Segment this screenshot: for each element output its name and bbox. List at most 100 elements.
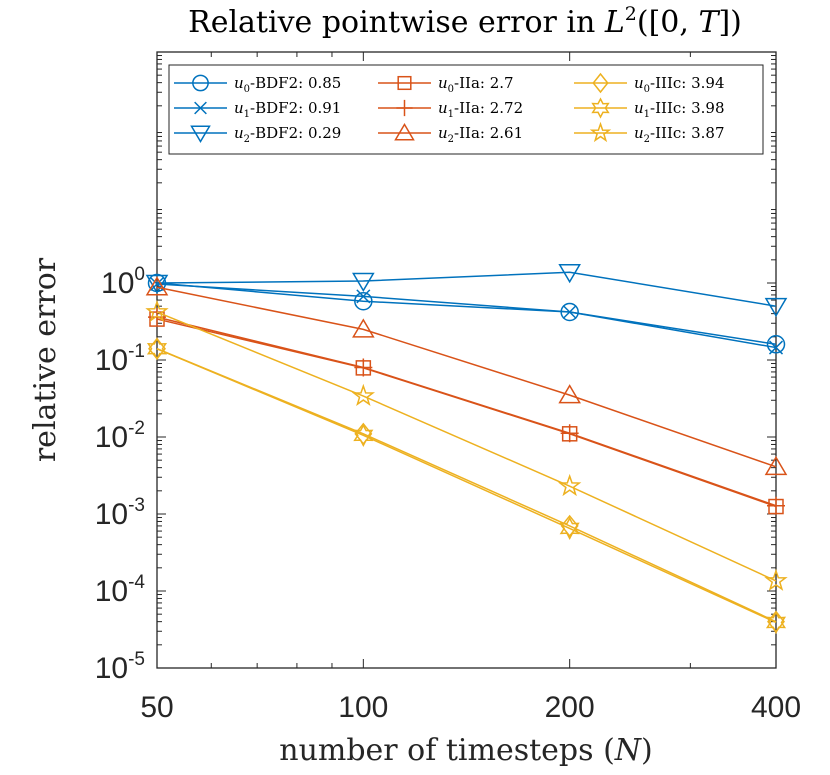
series-line (156, 311, 777, 582)
legend-label-rest: -BDF2: 0.29 (250, 124, 341, 142)
legend-label-u: u (234, 124, 244, 142)
legend-item-1: u1-BDF2: 0.91 (174, 99, 341, 120)
series-layer (145, 263, 788, 635)
marker-hexagram (559, 516, 580, 541)
y-tick-label: 10-4 (95, 572, 146, 608)
y-tick-exp: -5 (128, 649, 145, 670)
legend-label-u: u (634, 74, 644, 92)
legend-label: u2-BDF2: 0.29 (234, 124, 341, 145)
marker-triangle-down (558, 263, 581, 284)
legend-label-rest: -BDF2: 0.91 (250, 99, 341, 117)
legend-label-rest: -IIa: 2.7 (454, 74, 514, 92)
y-tick-exp: -2 (128, 418, 145, 439)
marker-hexagram (591, 97, 610, 119)
marker-pentagram (145, 299, 169, 322)
y-tick-exp: 0 (134, 264, 145, 285)
legend-item-6: u0-IIIc: 3.94 (574, 72, 725, 95)
marker-plus (396, 99, 413, 117)
legend-box (168, 64, 764, 155)
series-line (156, 286, 777, 468)
legend-label-sub: 0 (448, 84, 454, 95)
y-tick-label: 10-1 (95, 341, 145, 377)
plot-area (156, 51, 777, 669)
x-axis-label-N: N (614, 733, 643, 768)
marker-x (768, 340, 784, 355)
marker-hexagram (146, 337, 168, 361)
marker-hexagram (765, 610, 787, 635)
legend-label: u2-IIIc: 3.87 (634, 124, 725, 145)
series-line (156, 348, 777, 624)
x-tick-label: 200 (545, 691, 595, 724)
chart-title: Relative pointwise error in L2([0, T]) (188, 3, 742, 40)
marker-circle (766, 335, 786, 354)
x-tick-label: 100 (338, 691, 388, 724)
marker-diamond (560, 514, 579, 538)
legend-label-sub: 2 (448, 134, 454, 145)
legend-label-rest: -IIIc: 3.94 (650, 74, 724, 92)
marker-pentagram (351, 383, 376, 407)
series-line (156, 283, 777, 349)
marker-square (397, 75, 412, 91)
y-tick-exp: -1 (128, 341, 145, 362)
legend-label-u: u (438, 74, 448, 92)
chart-title-sup: 2 (625, 3, 637, 25)
legend-label: u1-IIa: 2.72 (438, 99, 523, 120)
legend-label-sub: 2 (244, 134, 250, 145)
legend-item-4: u1-IIa: 2.72 (378, 99, 523, 120)
marker-hexagram (353, 423, 374, 447)
y-tick-label: 10-3 (95, 495, 145, 531)
legend-label-u: u (234, 74, 244, 92)
legend-item-7: u1-IIIc: 3.98 (574, 97, 725, 120)
series-line (156, 271, 777, 307)
marker-plus (560, 424, 579, 443)
legend-item-3: u0-IIa: 2.7 (378, 74, 514, 95)
marker-plus (148, 308, 166, 327)
marker-triangle-down (764, 297, 788, 318)
marker-diamond (592, 72, 609, 94)
legend-item-0: u0-BDF2: 0.85 (174, 74, 341, 95)
legend-item-5: u2-IIa: 2.61 (378, 122, 523, 145)
marker-triangle-down (145, 274, 169, 294)
y-tick-exp: -3 (128, 495, 145, 516)
y-tick-label: 10-5 (95, 649, 145, 685)
marker-triangle-up (558, 384, 581, 404)
series-1 (149, 276, 784, 355)
series-2 (145, 263, 788, 318)
legend-label-rest: -IIIc: 3.87 (650, 124, 724, 142)
legend-label-sub: 1 (244, 109, 250, 120)
series-4 (148, 308, 785, 515)
legend-label-u: u (634, 124, 644, 142)
marker-pentagram (589, 121, 612, 143)
chart-title-math: L (604, 5, 625, 40)
y-tick-base: 10 (95, 421, 128, 454)
legend-label-u: u (234, 99, 244, 117)
x-axis-label-close: ) (641, 733, 653, 768)
series-8 (145, 299, 788, 591)
y-tick-base: 10 (95, 344, 128, 377)
x-axis-label-text: number of timesteps ( (279, 733, 615, 768)
chart-title-main: Relative pointwise error in (188, 5, 605, 40)
y-tick-base: 10 (101, 267, 134, 300)
legend-label-sub: 0 (644, 84, 650, 95)
legend-label-sub: 1 (644, 109, 650, 120)
legend-label-rest: -IIa: 2.72 (454, 99, 523, 117)
legend-label-sub: 0 (244, 84, 250, 95)
marker-triangle-down (190, 125, 211, 144)
chart-title-close: ]) (718, 5, 741, 40)
y-tick-base: 10 (95, 575, 128, 608)
marker-triangle-up (394, 122, 415, 141)
marker-triangle-down (352, 272, 375, 293)
legend-label-sub: 2 (644, 134, 650, 145)
y-tick-label: 10-2 (95, 418, 145, 454)
series-line (156, 282, 777, 346)
chart-title-tail: ([0, (637, 5, 699, 40)
marker-circle (192, 74, 209, 92)
legend-label: u0-IIa: 2.7 (438, 74, 514, 95)
marker-triangle-up (764, 455, 788, 476)
marker-plus (354, 358, 373, 377)
marker-pentagram (557, 473, 582, 497)
y-tick-base: 10 (95, 652, 128, 685)
